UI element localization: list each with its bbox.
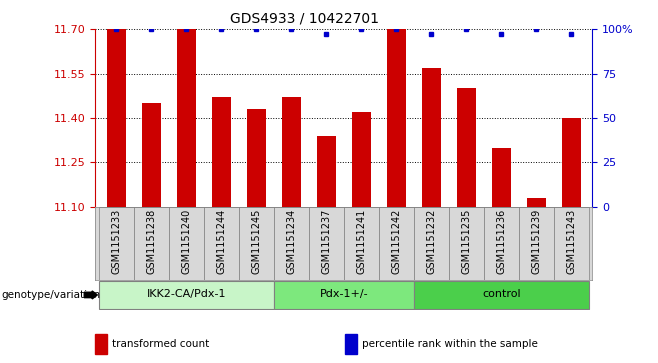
Bar (309, 207, 343, 280)
Bar (204, 207, 239, 280)
Bar (134, 207, 169, 280)
Text: GSM1151238: GSM1151238 (146, 209, 157, 274)
Bar (274, 207, 309, 280)
Text: transformed count: transformed count (112, 339, 209, 349)
Bar (484, 207, 519, 280)
Bar (282, 97, 301, 207)
Bar (492, 148, 511, 207)
Text: GSM1151245: GSM1151245 (251, 209, 261, 274)
Text: GSM1151232: GSM1151232 (426, 209, 436, 274)
Text: GSM1151235: GSM1151235 (461, 209, 471, 274)
Bar (526, 198, 546, 207)
Title: GDS4933 / 10422701: GDS4933 / 10422701 (230, 11, 378, 25)
Bar (351, 112, 371, 207)
Bar (107, 29, 126, 207)
Bar (519, 207, 554, 280)
Text: control: control (482, 289, 520, 299)
Bar (422, 68, 441, 207)
Bar (274, 281, 414, 309)
Text: GSM1151242: GSM1151242 (392, 209, 401, 274)
Bar (316, 136, 336, 207)
Bar (344, 207, 379, 280)
Text: GSM1151243: GSM1151243 (566, 209, 576, 274)
Text: GSM1151241: GSM1151241 (356, 209, 367, 274)
Text: GSM1151240: GSM1151240 (182, 209, 191, 274)
Text: GSM1151236: GSM1151236 (496, 209, 506, 274)
Text: GSM1151234: GSM1151234 (286, 209, 296, 274)
Bar (449, 207, 484, 280)
Bar (212, 97, 231, 207)
Bar (177, 29, 196, 207)
Text: GSM1151244: GSM1151244 (216, 209, 226, 274)
Bar (561, 118, 581, 207)
Text: genotype/variation: genotype/variation (1, 290, 101, 300)
Bar (414, 207, 449, 280)
Text: percentile rank within the sample: percentile rank within the sample (362, 339, 538, 349)
Bar (99, 207, 134, 280)
Bar (457, 88, 476, 207)
Text: GSM1151237: GSM1151237 (321, 209, 332, 274)
Bar (169, 207, 204, 280)
Bar (414, 281, 589, 309)
Bar (379, 207, 414, 280)
Text: Pdx-1+/-: Pdx-1+/- (320, 289, 368, 299)
Bar (141, 103, 161, 207)
Text: GSM1151233: GSM1151233 (111, 209, 122, 274)
Bar (247, 109, 266, 207)
Text: GSM1151239: GSM1151239 (531, 209, 542, 274)
Bar (99, 281, 274, 309)
Bar (554, 207, 589, 280)
Text: IKK2-CA/Pdx-1: IKK2-CA/Pdx-1 (147, 289, 226, 299)
Bar (387, 29, 406, 207)
Bar (239, 207, 274, 280)
